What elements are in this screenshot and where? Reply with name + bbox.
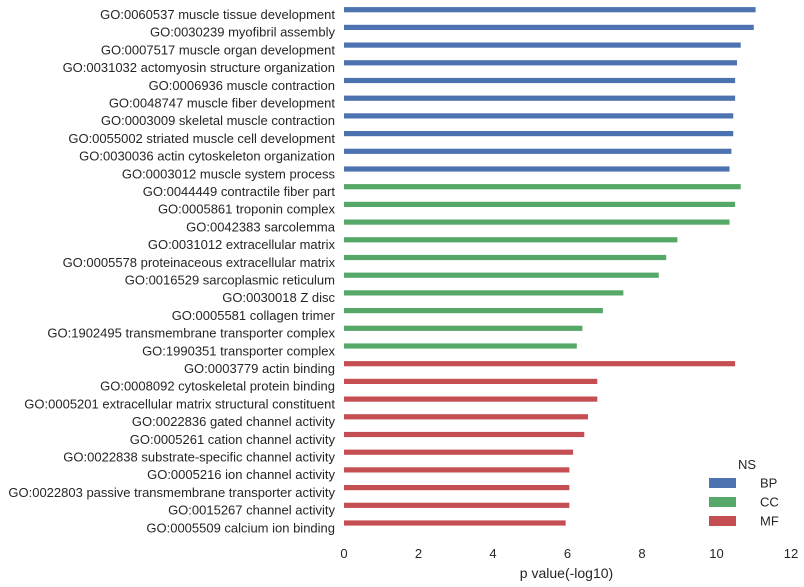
category-label: GO:0030239 myofibril assembly	[150, 25, 335, 40]
category-label: GO:0031012 extracellular matrix	[148, 237, 336, 252]
bar-bp	[344, 131, 734, 137]
category-label: GO:0022836 gated channel activity	[132, 414, 336, 429]
category-label: GO:0022803 passive transmembrane transpo…	[8, 485, 335, 500]
category-label: GO:0005581 collagen trimer	[172, 308, 336, 323]
bar-mf	[344, 361, 736, 367]
x-axis-title: p value(-log10)	[520, 565, 613, 581]
category-labels: GO:0060537 muscle tissue development GO:0…	[8, 7, 335, 535]
x-tick-label: 6	[564, 546, 571, 561]
bar-mf	[344, 467, 570, 473]
legend-swatch-mf	[709, 516, 736, 526]
category-label: GO:0008092 cytoskeletal protein binding	[100, 379, 335, 394]
bar-mf	[344, 449, 574, 455]
category-label: GO:1990351 transporter complex	[142, 343, 335, 358]
bar-bp	[344, 113, 734, 119]
category-label: GO:0005216 ion channel activity	[147, 467, 335, 482]
category-label: GO:0031032 actomyosin structure organiza…	[63, 60, 335, 75]
bar-bp	[344, 60, 737, 66]
category-label: GO:0016529 sarcoplasmic reticulum	[125, 273, 335, 288]
x-tick-label: 12	[784, 546, 798, 561]
category-label: GO:0022838 substrate-specific channel ac…	[63, 450, 335, 465]
bar-mf	[344, 431, 585, 438]
category-label: GO:0003012 muscle system process	[122, 166, 336, 181]
category-label: GO:0005201 extracellular matrix structur…	[24, 396, 335, 411]
bar-cc	[344, 219, 730, 225]
legend-swatch-bp	[709, 478, 736, 488]
x-tick-label: 10	[709, 546, 723, 561]
category-label: GO:1902495 transmembrane transporter com…	[47, 326, 335, 341]
legend-label: CC	[760, 495, 779, 510]
category-label: GO:0005861 troponin complex	[158, 202, 336, 217]
legend-title: NS	[738, 457, 756, 472]
bar-bp	[344, 7, 756, 13]
x-tick-label: 4	[489, 546, 496, 561]
category-label: GO:0030036 actin cytoskeleton organizati…	[79, 149, 335, 164]
bar-cc	[344, 343, 577, 349]
bar-cc	[344, 290, 624, 296]
category-label: GO:0005261 cation channel activity	[130, 432, 336, 447]
x-tick-label: 0	[340, 546, 347, 561]
category-label: GO:0005578 proteinaceous extracellular m…	[63, 255, 336, 270]
bar-mf	[344, 396, 598, 402]
category-label: GO:0005509 calcium ion binding	[146, 520, 335, 535]
x-axis: 0 2 4 6 8 10 12	[340, 546, 798, 561]
legend-label: BP	[760, 476, 777, 491]
bar-bp	[344, 24, 754, 30]
bar-cc	[344, 308, 603, 314]
bar-mf	[344, 378, 598, 384]
legend-swatch-cc	[709, 497, 736, 507]
category-label: GO:0003009 skeletal muscle contraction	[101, 113, 335, 128]
bar-mf	[344, 485, 570, 491]
bar-cc	[344, 254, 667, 261]
bar-bp	[344, 42, 741, 48]
category-label: GO:0055002 striated muscle cell developm…	[68, 131, 335, 146]
bar-cc	[344, 325, 583, 331]
bar-mf	[344, 414, 588, 420]
category-label: GO:0007517 muscle organ development	[101, 42, 336, 57]
bar-cc	[344, 272, 659, 278]
bar-bp	[344, 77, 736, 84]
legend-label: MF	[760, 514, 779, 529]
category-label: GO:0006936 muscle contraction	[149, 78, 335, 93]
category-label: GO:0048747 muscle fiber development	[109, 96, 336, 111]
category-label: GO:0042383 sarcolemma	[186, 219, 336, 234]
bar-cc	[344, 201, 736, 207]
bar-bp	[344, 95, 736, 101]
category-label: GO:0003779 actin binding	[184, 361, 335, 376]
bar-bp	[344, 148, 732, 154]
bar-bp	[344, 166, 730, 172]
bar-mf	[344, 520, 566, 526]
legend: NS BP CC MF	[709, 457, 779, 529]
bar-cc	[344, 237, 678, 243]
category-label: GO:0030018 Z disc	[222, 290, 335, 305]
bar-mf	[344, 502, 570, 508]
category-label: GO:0044449 contractile fiber part	[143, 184, 336, 199]
x-tick-label: 2	[415, 546, 422, 561]
bar-cc	[344, 184, 741, 190]
bars-group	[344, 7, 756, 526]
category-label: GO:0015267 channel activity	[168, 503, 335, 518]
category-label: GO:0060537 muscle tissue development	[100, 7, 335, 22]
x-tick-label: 8	[638, 546, 645, 561]
